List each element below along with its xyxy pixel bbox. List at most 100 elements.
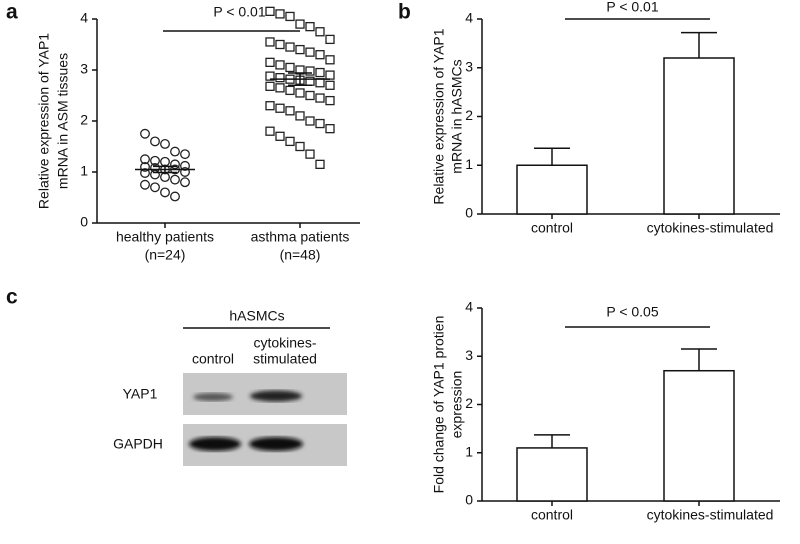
y-axis-label: Relative expression of YAP1 xyxy=(431,28,447,204)
data-point xyxy=(180,167,190,177)
band xyxy=(249,437,303,451)
y-axis-label: expression xyxy=(449,371,465,439)
data-point xyxy=(285,42,295,52)
y-tick-label: 1 xyxy=(465,443,473,459)
y-tick-label: 4 xyxy=(80,10,88,26)
row-label: YAP1 xyxy=(123,386,158,402)
data-point xyxy=(315,93,325,103)
bar xyxy=(516,447,588,502)
data-point xyxy=(275,73,285,83)
data-point xyxy=(160,187,170,198)
y-tick-label: 2 xyxy=(80,112,88,128)
y-tick-label: 4 xyxy=(465,10,473,26)
data-point xyxy=(305,116,315,126)
lane-label: cytokines- xyxy=(253,335,316,351)
data-point xyxy=(305,90,315,101)
data-point xyxy=(325,124,335,134)
data-point xyxy=(265,6,275,16)
data-point xyxy=(285,62,295,73)
band xyxy=(189,437,241,451)
data-point xyxy=(170,174,180,185)
data-point xyxy=(295,141,305,152)
data-point xyxy=(275,60,285,70)
significance-label: P < 0.01 xyxy=(606,0,659,15)
x-tick-note: (n=24) xyxy=(145,247,186,263)
panel-label: b xyxy=(398,1,411,24)
data-point xyxy=(150,169,160,180)
y-tick-label: 0 xyxy=(465,492,473,508)
data-point xyxy=(305,149,315,159)
data-point xyxy=(285,136,295,147)
y-axis-label: Fold change of YAP1 protien xyxy=(431,316,447,494)
data-point xyxy=(265,37,275,47)
x-tick-note: (n=48) xyxy=(280,247,321,263)
x-tick-label: cytokines-stimulated xyxy=(647,220,774,236)
bar xyxy=(663,369,735,502)
data-point xyxy=(140,128,150,139)
y-tick-label: 4 xyxy=(465,299,473,315)
row-label: GAPDH xyxy=(113,436,163,452)
band xyxy=(193,393,233,401)
data-point xyxy=(265,101,275,111)
data-point xyxy=(295,44,305,55)
y-tick-label: 2 xyxy=(465,107,473,123)
y-tick-label: 2 xyxy=(465,395,473,411)
data-point xyxy=(265,71,275,81)
panel-label: a xyxy=(6,1,18,24)
lane-label: control xyxy=(192,351,234,367)
data-point xyxy=(295,19,305,29)
data-point xyxy=(325,34,335,45)
data-point xyxy=(170,159,180,170)
data-point xyxy=(265,57,275,67)
western-blot: c hASMCs control cytokines- stimulated Y… xyxy=(6,286,347,466)
data-point xyxy=(285,11,295,22)
data-point xyxy=(305,47,315,57)
data-point xyxy=(170,146,180,157)
y-axis-label: Relative expression of YAP1 xyxy=(36,33,52,209)
y-axis-label: mRNA in ASM tissues xyxy=(55,53,71,189)
band xyxy=(250,390,302,402)
data-point xyxy=(315,67,325,78)
data-point xyxy=(295,111,305,121)
y-tick-label: 0 xyxy=(465,205,473,221)
data-point xyxy=(160,138,170,149)
y-tick-label: 3 xyxy=(465,347,473,363)
data-point xyxy=(315,50,325,60)
data-point xyxy=(140,161,150,172)
bar xyxy=(663,57,735,215)
data-point xyxy=(265,126,275,136)
data-point xyxy=(275,131,285,141)
data-point xyxy=(170,191,180,202)
data-point xyxy=(275,9,285,19)
data-point xyxy=(265,81,275,91)
data-point xyxy=(150,182,160,193)
data-point xyxy=(325,70,335,80)
significance-label: P < 0.05 xyxy=(606,304,659,320)
lane-label: stimulated xyxy=(253,351,317,367)
x-tick-label: healthy patients xyxy=(116,229,214,245)
data-point xyxy=(315,78,325,88)
data-point xyxy=(305,21,315,32)
y-tick-label: 3 xyxy=(80,61,88,77)
data-point xyxy=(140,154,150,165)
data-point xyxy=(305,66,315,76)
data-point xyxy=(150,155,160,166)
data-point xyxy=(150,136,160,147)
data-point xyxy=(305,76,315,86)
data-point xyxy=(180,177,190,188)
data-point xyxy=(275,103,285,113)
data-point xyxy=(325,55,335,65)
x-tick-label: control xyxy=(531,507,573,523)
significance-label: P < 0.01 xyxy=(213,4,266,20)
data-point xyxy=(140,179,150,190)
data-point xyxy=(325,80,335,90)
x-tick-label: cytokines-stimulated xyxy=(647,507,774,523)
data-point xyxy=(315,118,325,129)
bar xyxy=(516,164,588,215)
data-point xyxy=(180,149,190,160)
data-point xyxy=(275,39,285,50)
y-tick-label: 1 xyxy=(465,156,473,172)
y-tick-label: 0 xyxy=(80,214,88,230)
data-point xyxy=(295,88,305,98)
